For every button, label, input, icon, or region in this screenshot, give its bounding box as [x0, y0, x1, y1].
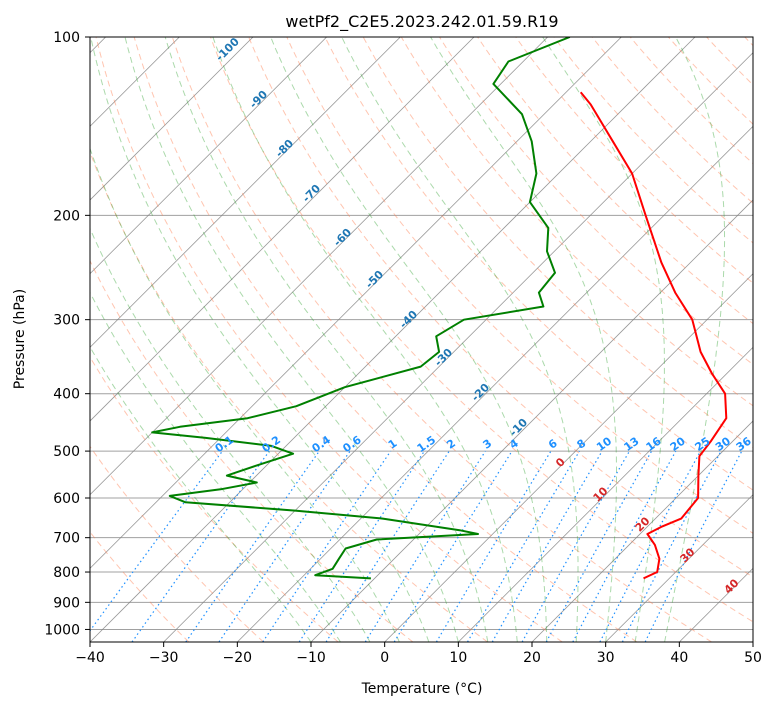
y-axis-label: Pressure (hPa)	[12, 289, 28, 389]
plot-background	[90, 37, 753, 642]
dry-adiabat-line	[286, 37, 753, 534]
y-tick-label: 900	[53, 595, 80, 611]
dry-adiabat-line	[629, 37, 753, 165]
moist-adiabat-line	[90, 291, 341, 642]
dry-adiabat-line	[400, 37, 753, 407]
axes: −40 −30 −20 −10 0 10 20 30 40 50 100 200 300 400 500 60…	[44, 30, 762, 666]
dry-adiabat-line	[171, 37, 712, 642]
mixing-ratio-line	[466, 450, 580, 642]
mixing-ratio-line	[364, 450, 486, 642]
dry-adiabat-line	[476, 37, 753, 325]
y-tick-label: 700	[53, 531, 80, 547]
dry-adiabat-line	[90, 150, 488, 642]
x-tick-label: 20	[523, 650, 541, 666]
x-tick-label: 0	[380, 650, 389, 666]
y-tick-label: 500	[53, 444, 80, 460]
y-tick-label: 800	[53, 565, 80, 581]
mixing-ratio-line	[298, 450, 425, 642]
dry-adiabat-line	[553, 37, 753, 244]
y-tick-label: 400	[53, 387, 80, 403]
moist-adiabat-line	[341, 37, 579, 642]
mixing-ratio-line	[218, 450, 351, 642]
x-tick-label: 10	[449, 650, 467, 666]
isotherm-gridline	[90, 37, 254, 201]
isotherm-gridline	[90, 37, 401, 348]
isotherm-gridline	[531, 420, 753, 642]
mixing-ratio-line	[435, 450, 552, 642]
moist-adiabat-line	[164, 37, 489, 642]
isotherm-gridline	[90, 37, 549, 496]
isotherm-gridline	[458, 346, 753, 642]
mixing-ratio-line	[262, 450, 392, 642]
moist-adiabat-line	[664, 37, 726, 642]
y-tick-label: 200	[53, 208, 80, 224]
mixing-ratio-line	[572, 450, 677, 642]
x-tick-label: 50	[744, 650, 762, 666]
plot-area	[90, 37, 753, 642]
mixing-ratio-line	[599, 450, 702, 642]
x-tick-label: 30	[597, 650, 615, 666]
dry-adiabat-line	[95, 37, 563, 642]
isotherm-gridline	[163, 52, 753, 642]
chart-title: wetPf2_C2E5.2023.242.01.59.R19	[285, 12, 558, 32]
isotherm-gridline	[384, 273, 753, 642]
mixing-ratio-line	[325, 450, 450, 642]
mixing-ratio-line	[393, 450, 513, 642]
isotherm-gridline	[90, 37, 475, 422]
isotherm-gridline	[237, 125, 753, 642]
dry-adiabat-line	[591, 37, 753, 204]
moist-adiabat-line	[90, 227, 371, 642]
dry-adiabat-line	[90, 259, 414, 642]
dry-adiabat-line	[90, 445, 264, 642]
moist-adiabat-line	[212, 37, 518, 642]
y-tick-label: 100	[53, 30, 80, 46]
y-tick-label: 1000	[44, 622, 80, 638]
dewpoint-profile-line	[151, 37, 571, 580]
isotherm-gridline	[310, 199, 753, 642]
moist-adiabat-line	[90, 345, 312, 642]
dry-adiabat-line	[248, 37, 753, 578]
moist-adiabat-line	[124, 37, 459, 642]
dry-adiabat-line	[362, 37, 753, 449]
isotherm-gridline	[90, 37, 622, 569]
mixing-ratio-line	[185, 450, 320, 642]
isotherm-gridline	[90, 37, 328, 275]
y-tick-label: 600	[53, 491, 80, 507]
isotherm-gridline	[752, 641, 753, 642]
y-tick-label: 300	[53, 313, 80, 329]
x-tick-label: −10	[296, 650, 326, 666]
x-axis-label: Temperature (°C)	[361, 681, 483, 697]
x-tick-label: −20	[223, 650, 253, 666]
moist-adiabat-line	[430, 37, 617, 642]
temperature-profile-line	[579, 91, 728, 580]
isotherm-gridline	[605, 494, 753, 642]
dry-adiabat-line	[438, 37, 753, 366]
x-tick-label: −40	[75, 650, 105, 666]
moist-adiabat-line	[90, 37, 430, 642]
plot-frame	[89, 36, 754, 643]
x-tick-label: −30	[149, 650, 179, 666]
moist-adiabat-line	[270, 37, 548, 642]
x-tick-label: 40	[670, 650, 688, 666]
moist-adiabat-line	[542, 37, 665, 642]
